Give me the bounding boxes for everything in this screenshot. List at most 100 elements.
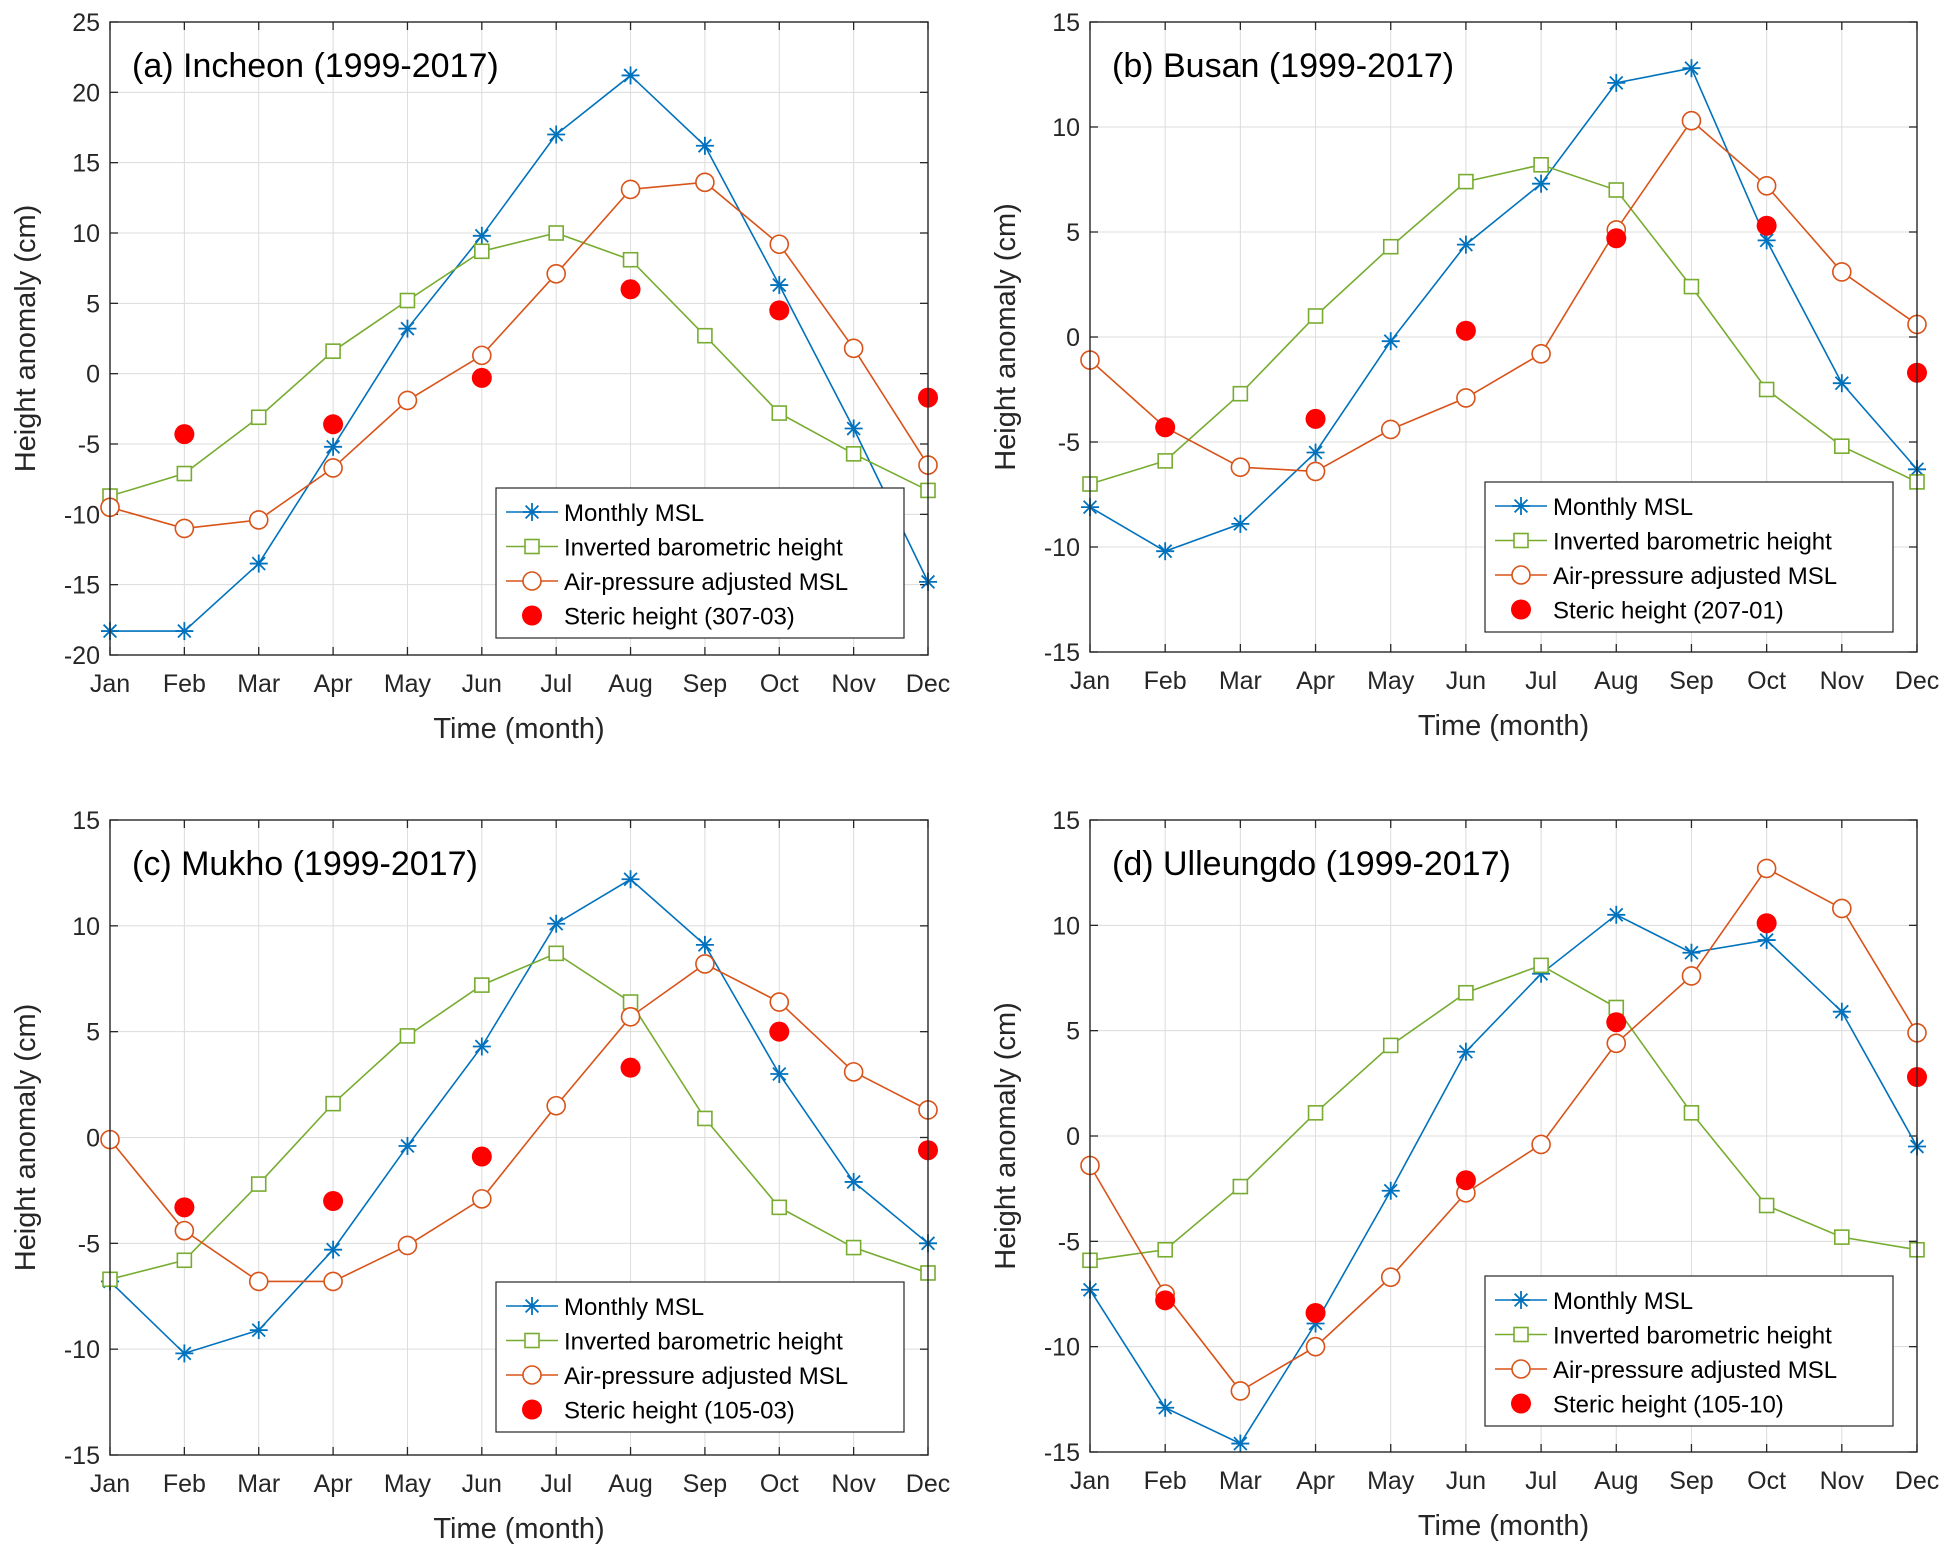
asterisk-stroke xyxy=(1609,75,1624,90)
legend-marker-msl xyxy=(523,503,541,521)
legend-label: Steric height (307-03) xyxy=(564,604,795,631)
data-point-steric xyxy=(1756,913,1777,934)
asterisk-stroke xyxy=(772,278,787,293)
legend-marker-adj xyxy=(522,1365,542,1385)
asterisk-stroke xyxy=(1759,233,1774,248)
data-point-adj xyxy=(1756,858,1777,879)
asterisk-stroke xyxy=(1383,334,1398,349)
data-point-adj xyxy=(1832,898,1852,919)
legend-label: Air-pressure adjusted MSL xyxy=(1553,1357,1837,1384)
legend: Monthly MSL Inverted barometric height Air… xyxy=(495,487,905,639)
axes-box xyxy=(1089,819,1918,1453)
data-point-steric xyxy=(1606,1012,1627,1033)
series-adj xyxy=(100,954,938,1292)
asterisk-stroke xyxy=(1684,61,1699,76)
data-point-adj xyxy=(174,1220,195,1241)
data-point-ib xyxy=(1683,278,1700,295)
data-point-ib xyxy=(1533,957,1549,974)
asterisk-stroke xyxy=(772,1066,787,1082)
y-tick-label: 15 xyxy=(72,807,100,835)
panel-title: (b) Busan (1999-2017) xyxy=(1112,47,1454,85)
asterisk-stroke xyxy=(1609,907,1624,922)
legend: Monthly MSL Inverted barometric height Air… xyxy=(495,1281,905,1433)
x-tick-label: Jun xyxy=(462,1470,502,1498)
x-tick-label: Mar xyxy=(237,670,280,698)
chart-panel-2: Jan Feb Mar Apr May Jun Jul Aug Sep Oct Nov Dec -15 -… xyxy=(10,807,950,1545)
legend-item-ib: Inverted barometric height xyxy=(1495,1323,1832,1350)
x-tick-label: May xyxy=(384,1470,432,1498)
series-adj xyxy=(100,172,938,539)
x-tick-label: Nov xyxy=(1820,1467,1865,1495)
series-ib xyxy=(102,945,936,1288)
x-tick-label: May xyxy=(1367,667,1415,695)
legend-box xyxy=(1484,1275,1894,1427)
data-point-adj xyxy=(1756,176,1777,196)
data-point-adj xyxy=(1606,1033,1627,1054)
x-tick-label: Jun xyxy=(462,670,502,698)
data-point-steric xyxy=(769,1021,790,1042)
asterisk-stroke xyxy=(1233,1436,1248,1451)
data-point-steric xyxy=(1155,417,1176,438)
legend-marker-adj xyxy=(1511,565,1531,585)
x-tick-label: Sep xyxy=(683,1470,727,1498)
legend-item-steric: Steric height (307-03) xyxy=(522,604,795,631)
data-point-msl xyxy=(1231,514,1250,533)
y-tick-label: 0 xyxy=(86,361,100,389)
data-point-adj xyxy=(323,1271,343,1292)
data-point-ib xyxy=(1758,381,1775,398)
data-point-msl xyxy=(547,125,566,144)
panel-title: (d) Ulleungdo (1999-2017) xyxy=(1112,845,1511,883)
data-point-adj xyxy=(1531,343,1551,364)
legend-label: Inverted barometric height xyxy=(564,1329,843,1356)
data-point-ib xyxy=(176,1252,193,1269)
data-point-ib xyxy=(399,292,416,309)
asterisk-stroke xyxy=(1534,176,1549,191)
asterisk-stroke xyxy=(623,872,638,887)
series-line-ib xyxy=(109,232,929,497)
asterisk-stroke xyxy=(177,1346,192,1361)
asterisk-stroke xyxy=(400,1138,415,1154)
data-point-msl xyxy=(621,66,640,85)
legend-label: Monthly MSL xyxy=(1553,494,1693,521)
legend-marker-ib xyxy=(524,1332,540,1349)
data-point-adj xyxy=(1380,1267,1401,1287)
legend-label: Monthly MSL xyxy=(564,1294,704,1321)
data-point-adj xyxy=(248,510,269,530)
data-point-ib xyxy=(474,977,490,993)
data-point-ib xyxy=(845,1239,862,1256)
x-tick-label: Sep xyxy=(1669,667,1713,695)
data-point-ib xyxy=(1382,238,1399,255)
x-tick-label: Feb xyxy=(163,1470,206,1498)
x-axis-label: Time (month) xyxy=(1418,710,1589,742)
legend-item-msl: Monthly MSL xyxy=(506,500,704,527)
legend-label: Monthly MSL xyxy=(1553,1288,1693,1315)
y-tick-label: -15 xyxy=(1044,1439,1080,1467)
asterisk-stroke xyxy=(1458,237,1473,252)
x-tick-label: Aug xyxy=(608,1470,652,1498)
y-tick-label: -10 xyxy=(1044,1334,1080,1362)
data-point-msl xyxy=(1156,1398,1175,1417)
data-point-adj xyxy=(620,1007,641,1027)
data-point-msl xyxy=(695,136,714,155)
y-tick-label: 10 xyxy=(1052,114,1080,142)
x-axis-label: Time (month) xyxy=(433,1513,604,1545)
legend-label: Inverted barometric height xyxy=(1553,529,1832,556)
data-point-adj xyxy=(695,954,715,974)
y-tick-label: -15 xyxy=(64,572,100,600)
legend-label: Inverted barometric height xyxy=(1553,1323,1832,1350)
x-tick-label: Dec xyxy=(1895,1467,1939,1495)
y-tick-label: 15 xyxy=(1052,807,1080,835)
asterisk-stroke xyxy=(251,1323,266,1338)
y-tick-label: 5 xyxy=(1066,219,1080,247)
asterisk-stroke xyxy=(1383,1183,1398,1198)
panel-title: (c) Mukho (1999-2017) xyxy=(132,845,478,883)
data-point-adj xyxy=(1230,1381,1251,1401)
x-tick-label: Mar xyxy=(237,1470,280,1498)
legend-label: Air-pressure adjusted MSL xyxy=(564,1363,848,1390)
asterisk-stroke xyxy=(1158,544,1173,559)
series-msl xyxy=(101,870,937,1363)
y-tick-label: 10 xyxy=(1052,912,1080,940)
x-tick-label: Feb xyxy=(163,670,206,698)
x-tick-label: Aug xyxy=(1594,667,1638,695)
data-point-msl xyxy=(472,226,491,245)
